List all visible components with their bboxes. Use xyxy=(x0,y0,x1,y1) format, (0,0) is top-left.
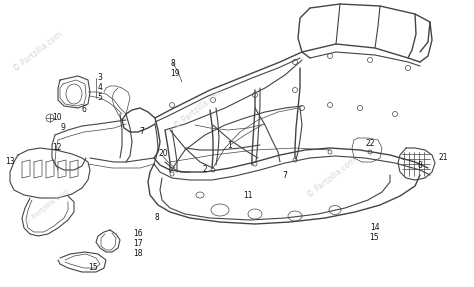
Text: 16: 16 xyxy=(133,228,143,238)
Text: 8: 8 xyxy=(418,160,422,170)
Text: 15: 15 xyxy=(369,234,379,243)
Text: © Partzilla.com: © Partzilla.com xyxy=(12,30,64,73)
Text: 21: 21 xyxy=(438,154,448,162)
Text: 15: 15 xyxy=(88,263,98,272)
Text: 7: 7 xyxy=(139,127,145,137)
Text: 20: 20 xyxy=(158,148,168,158)
Text: © Partzilla.com: © Partzilla.com xyxy=(306,156,358,200)
Text: 8: 8 xyxy=(155,214,159,222)
Text: © Partzilla.com: © Partzilla.com xyxy=(173,87,225,131)
Text: 18: 18 xyxy=(133,249,143,257)
Text: 7: 7 xyxy=(283,170,287,179)
Text: 12: 12 xyxy=(52,144,62,152)
Text: 3: 3 xyxy=(98,73,102,82)
Text: 10: 10 xyxy=(52,113,62,123)
Text: 2: 2 xyxy=(202,166,207,174)
Text: © Partzilla.com: © Partzilla.com xyxy=(24,188,71,226)
Text: 11: 11 xyxy=(243,191,253,199)
Text: 6: 6 xyxy=(82,106,86,115)
Text: 22: 22 xyxy=(365,139,375,148)
Text: 13: 13 xyxy=(5,158,15,166)
Text: 9: 9 xyxy=(61,123,65,133)
Text: 1: 1 xyxy=(228,141,232,150)
Text: 5: 5 xyxy=(98,92,102,102)
Text: 17: 17 xyxy=(133,238,143,247)
Text: 19: 19 xyxy=(170,69,180,77)
Text: 4: 4 xyxy=(98,82,102,92)
Text: 14: 14 xyxy=(370,224,380,232)
Text: 8: 8 xyxy=(171,59,175,67)
